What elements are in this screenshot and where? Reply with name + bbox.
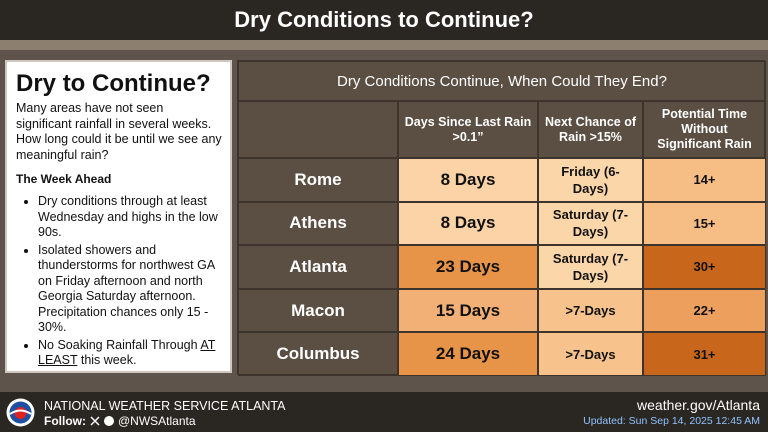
table: Dry Conditions Continue, When Could They… [237,60,766,376]
follow-row: Follow: @NWSAtlanta [44,414,196,428]
bullet-list: Dry conditions through at least Wednesda… [16,194,222,369]
website: weather.gov/Atlanta [637,397,760,413]
bullet: No Soaking Rainfall Through AT LEAST thi… [38,338,222,369]
corner-cell [238,101,398,158]
header-bar: Dry Conditions to Continue? [0,0,768,40]
header-title: Dry Conditions to Continue? [234,7,534,32]
x-icon [90,416,100,426]
follow-label: Follow: [44,414,86,428]
nws-logo [6,398,35,427]
potential-dry-time: 14+ [643,158,766,202]
next-rain-chance: >7-Days [538,288,643,333]
facebook-icon [104,416,114,426]
table-title: Dry Conditions Continue, When Could They… [238,61,766,101]
potential-dry-time: 15+ [643,201,766,246]
column-header: Potential Time Without Significant Rain [643,101,766,158]
panel-intro: Many areas have not seen significant rai… [16,101,222,162]
bullet-text: this week. [80,353,137,367]
potential-dry-time: 30+ [643,245,766,289]
bullet: Dry conditions through at least Wednesda… [38,194,222,241]
next-rain-chance: >7-Days [538,332,643,376]
next-rain-chance: Friday (6-Days) [538,158,643,202]
column-header: Days Since Last Rain >0.1” [398,101,538,158]
row-label: Athens [238,201,398,246]
row-label: Rome [238,158,398,202]
next-rain-chance: Saturday (7-Days) [538,201,643,246]
column-header: Next Chance of Rain >15% [538,101,643,158]
potential-dry-time: 22+ [643,288,766,333]
org-name: NATIONAL WEATHER SERVICE ATLANTA [44,399,286,413]
footer: NATIONAL WEATHER SERVICE ATLANTA Follow:… [0,392,768,432]
panel-subtitle: The Week Ahead [16,172,112,186]
social-handle: @NWSAtlanta [118,414,196,428]
next-rain-chance: Saturday (7-Days) [538,245,643,289]
days-since-rain: 23 Days [398,245,538,289]
row-label: Atlanta [238,245,398,289]
row-label: Columbus [238,332,398,376]
row-label: Macon [238,288,398,333]
bullet-emphasis: AT LEAST [38,337,216,368]
potential-dry-time: 31+ [643,332,766,376]
days-since-rain: 8 Days [398,201,538,246]
updated-time: Updated: Sun Sep 14, 2025 12:45 AM [583,415,760,427]
bullet-text: No Soaking Rainfall Through [38,337,198,352]
panel-title: Dry to Continue? [16,70,211,97]
days-since-rain: 8 Days [398,158,538,202]
days-since-rain: 24 Days [398,332,538,376]
left-panel: Dry to Continue? Many areas have not see… [5,60,232,373]
days-since-rain: 15 Days [398,288,538,333]
header-strip [0,40,768,50]
bullet: Isolated showers and thunderstorms for n… [38,243,222,336]
